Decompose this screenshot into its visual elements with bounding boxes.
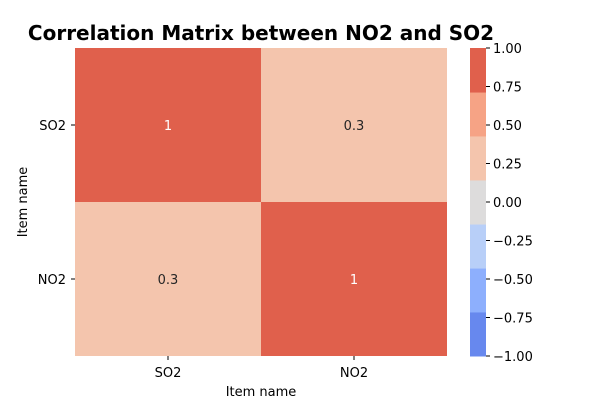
colorbar-tick-label: −0.75 [493, 312, 533, 327]
cell-annotation: 0.3 [158, 273, 179, 288]
heatmap-cell [75, 48, 261, 202]
heatmap-cell [75, 202, 261, 356]
chart-title: Correlation Matrix between NO2 and SO2 [28, 21, 494, 45]
colorbar-tick-label: 0.00 [493, 196, 522, 211]
cell-annotation: 1 [350, 273, 358, 288]
colorbar-band [470, 268, 486, 313]
colorbar [470, 48, 486, 357]
colorbar-tick-label: −1.00 [493, 350, 533, 365]
colorbar-tick-label: 0.25 [493, 158, 522, 173]
cell-annotation: 0.3 [344, 119, 365, 134]
colorbar-tick-label: 0.50 [493, 119, 522, 134]
heatmap-annotations: 1 0.3 0.3 1 [158, 119, 365, 288]
colorbar-band [470, 179, 486, 225]
x-axis-label: Item name [226, 385, 297, 400]
heatmap-cells [75, 48, 447, 356]
colorbar-tick-label: −0.50 [493, 273, 533, 288]
y-tick-label: SO2 [39, 119, 66, 134]
colorbar-band [470, 224, 486, 269]
x-tick-label: SO2 [155, 366, 182, 381]
heatmap-cell [261, 48, 447, 202]
colorbar-tick-label: −0.25 [493, 235, 533, 250]
heatmap-cell [261, 202, 447, 356]
colorbar-tick-label: 1.00 [493, 42, 522, 57]
colorbar-tick-label: 0.75 [493, 81, 522, 96]
colorbar-band [470, 92, 486, 137]
cell-annotation: 1 [164, 119, 172, 134]
x-tick-label: NO2 [340, 366, 368, 381]
colorbar-band [470, 311, 486, 357]
colorbar-band [470, 135, 486, 181]
y-tick-label: NO2 [38, 273, 66, 288]
y-axis-label: Item name [16, 167, 31, 238]
x-axis-ticks: SO2 NO2 [155, 356, 368, 381]
colorbar-band [470, 48, 486, 93]
y-axis-ticks: SO2 NO2 [38, 119, 75, 288]
colorbar-ticks: 1.00 0.75 0.50 0.25 0.00 −0.25 −0.50 −0.75 −1.00 [486, 42, 533, 365]
